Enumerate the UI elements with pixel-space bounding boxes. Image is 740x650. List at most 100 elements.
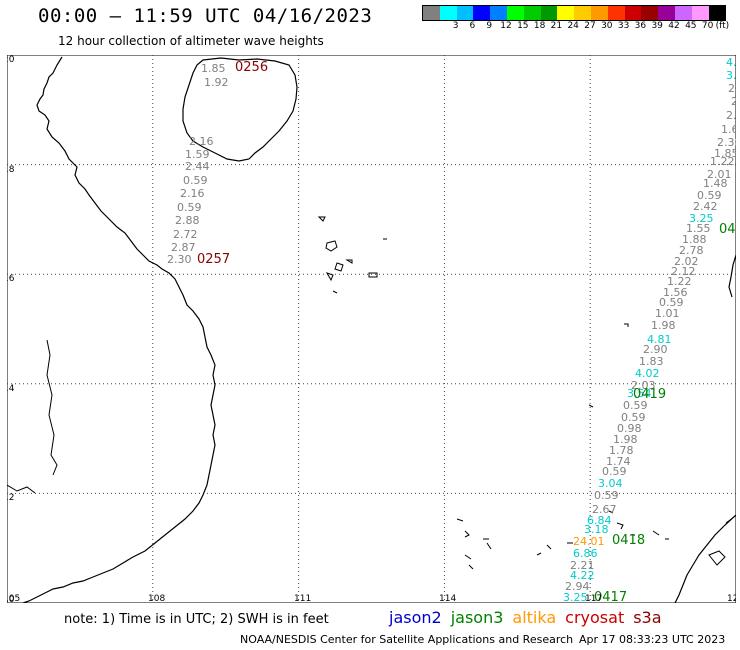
swh-value: 4.81 — [647, 333, 672, 346]
pass-time-label: 041 — [719, 222, 736, 237]
swh-value: 2.30 — [167, 253, 192, 266]
swh-value: 1.98 — [613, 433, 638, 446]
longitude-label: 117 — [585, 594, 602, 603]
scale-label: 33 — [617, 21, 630, 31]
scale-label: 12 — [500, 21, 512, 31]
swh-value: 6.84 — [587, 514, 612, 527]
longitude-label: 108 — [148, 594, 165, 603]
swh-value: 0.59 — [602, 465, 627, 478]
swh-value: 0.59 — [697, 189, 722, 202]
coastline-philippines — [674, 514, 736, 603]
swh-value: 3.25 — [689, 212, 714, 225]
chart-title: 00:00 – 11:59 UTC 04/16/2023 — [38, 5, 373, 27]
swh-value: 6.86 — [573, 547, 598, 560]
swh-value: 0.98 — [617, 422, 642, 435]
scale-swatch — [708, 6, 726, 20]
coastline-fragment — [7, 484, 36, 494]
swh-value: 2.67 — [592, 503, 617, 516]
swh-value: 1.98 — [651, 319, 676, 332]
swh-value: 1.92 — [204, 76, 229, 89]
swh-value: 2.78 — [679, 244, 704, 257]
latitude-label: 10 — [7, 595, 15, 603]
swh-value: 0.59 — [659, 296, 684, 309]
swh-value: 1.83 — [639, 355, 664, 368]
coastline-vietnam — [22, 56, 216, 603]
credit-line: NOAA/NESDIS Center for Satellite Applica… — [240, 633, 574, 646]
swh-value: 3.18 — [584, 523, 609, 536]
generation-timestamp: Apr 17 08:33:23 UTC 2023 — [579, 633, 726, 646]
latitude-label: 16 — [7, 274, 15, 284]
swh-value: 0.59 — [183, 174, 208, 187]
swh-value: 0.59 — [623, 399, 648, 412]
swh-value: 2.9 — [726, 109, 736, 122]
coastline-philippines — [728, 254, 736, 298]
swh-value: 4.22 — [570, 569, 595, 582]
scale-unit: (ft) — [715, 21, 730, 31]
pass-time-label: 0417 — [594, 590, 627, 603]
spratly-islands — [456, 323, 669, 570]
swh-value: 2.87 — [171, 241, 196, 254]
latitude-label: 18 — [7, 165, 15, 175]
coastline-philippines — [725, 516, 735, 524]
scale-swatch — [456, 6, 474, 20]
scale-swatch — [590, 6, 608, 20]
longitude-label: 105 — [7, 594, 20, 603]
scale-swatch — [574, 6, 591, 20]
swh-value: 3.54 — [627, 387, 652, 400]
swh-value: 1.22 — [667, 275, 692, 288]
footer-note: note: 1) Time is in UTC; 2) SWH is in fe… — [64, 612, 329, 627]
swh-value: 2.21 — [570, 559, 595, 572]
pass-time-label: 0256 — [235, 60, 268, 75]
swh-value: 2.94 — [565, 580, 590, 593]
swh-value: 3.5 — [726, 69, 736, 82]
scale-swatch — [506, 6, 524, 20]
scale-swatch — [490, 6, 507, 20]
scale-swatch — [523, 6, 541, 20]
longitude-label: 114 — [439, 594, 456, 603]
coastline-fragment — [46, 339, 58, 476]
scale-label: 24 — [567, 21, 579, 31]
pass-time-label: 0419 — [633, 387, 666, 402]
swh-value: 2.72 — [173, 228, 198, 241]
scale-label: 21 — [550, 21, 563, 31]
swh-value: 4.02 — [635, 367, 660, 380]
pass-time-label: 0257 — [197, 252, 230, 267]
swh-value: 0.59 — [621, 411, 646, 424]
scale-label: 42 — [668, 21, 680, 31]
scale-label: 3 — [452, 21, 459, 31]
longitude-label: 120 — [727, 594, 736, 603]
swh-value: 1.55 — [686, 222, 711, 235]
scale-swatch — [439, 6, 457, 20]
scale-swatch — [540, 6, 558, 20]
satellite-cryosat: cryosat — [565, 608, 625, 627]
scale-swatch — [423, 6, 440, 20]
swh-value: 1.85 — [714, 147, 736, 160]
tick-labels: 105 108 111 114 117 120 20 18 16 14 12 10 — [7, 55, 736, 603]
scale-label: 70 — [701, 21, 714, 31]
swh-value: 1.01 — [655, 307, 680, 320]
swh-value: 1.85 — [201, 62, 226, 75]
scale-swatch — [557, 6, 575, 20]
scale-label: 15 — [517, 21, 529, 31]
swh-value: 1.78 — [609, 444, 634, 457]
scale-swatch — [641, 6, 659, 20]
swh-value: 2.44 — [185, 160, 210, 173]
satellite-altika: altika — [512, 608, 557, 627]
scale-swatch — [658, 6, 675, 20]
scale-label: 36 — [634, 21, 647, 31]
scale-label: 18 — [533, 21, 546, 31]
scale-label: 30 — [601, 21, 613, 31]
scale-swatch — [607, 6, 625, 20]
swh-value: 2.03 — [631, 379, 656, 392]
longitude-label: 111 — [294, 594, 311, 603]
time-labels: 0256 0257 041 0419 0418 0417 — [197, 60, 736, 603]
scale-swatch — [473, 6, 491, 20]
pass-time-label: 0418 — [612, 533, 645, 548]
track-labels: 1.922.161.592.440.592.160.592.882.722.87… — [167, 56, 736, 603]
swh-value: 2. — [728, 82, 736, 95]
swh-value: 1.59 — [185, 148, 210, 161]
latitude-label: 20 — [7, 55, 15, 65]
swh-value: 2.38 — [717, 136, 736, 149]
satellite-s3a: s3a — [633, 608, 662, 627]
swh-value: 0.59 — [177, 201, 202, 214]
